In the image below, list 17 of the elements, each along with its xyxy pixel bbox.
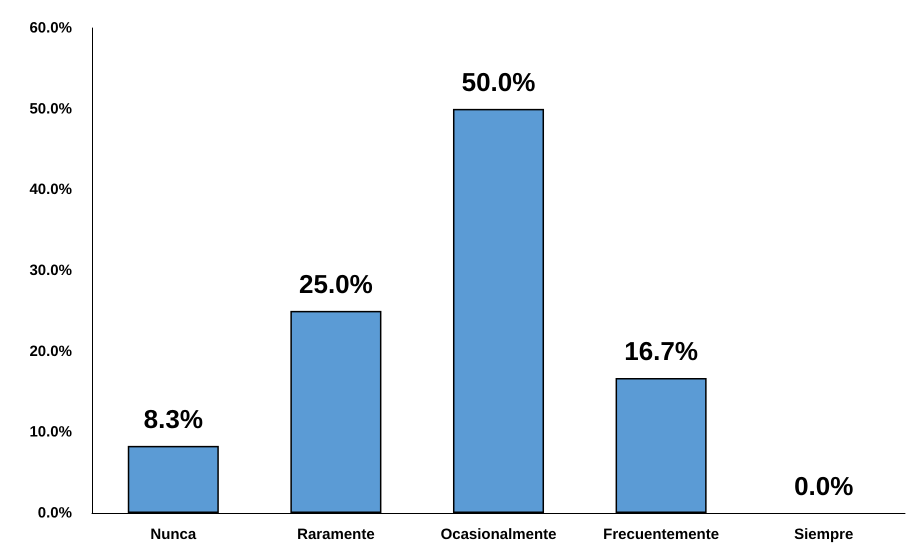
x-tick-label: Raramente	[297, 526, 375, 543]
y-tick-label: 50.0%	[29, 100, 72, 118]
x-tick-label: Ocasionalmente	[440, 526, 556, 543]
x-tick-label: Frecuentemente	[603, 526, 720, 543]
y-tick-label: 40.0%	[29, 181, 72, 198]
y-tick-label: 30.0%	[29, 262, 72, 279]
x-tick-label: Nunca	[150, 526, 197, 543]
y-tick-label: 60.0%	[29, 20, 72, 36]
data-label: 25.0%	[299, 268, 373, 299]
y-tick-label: 0.0%	[38, 504, 72, 522]
y-tick-label: 10.0%	[29, 424, 72, 441]
data-label: 16.7%	[624, 336, 698, 366]
y-tick-label: 20.0%	[29, 342, 72, 360]
data-label: 8.3%	[144, 404, 203, 434]
data-label: 50.0%	[462, 66, 536, 97]
data-label: 0.0%	[794, 471, 854, 501]
x-tick-label: Siempre	[794, 526, 854, 543]
